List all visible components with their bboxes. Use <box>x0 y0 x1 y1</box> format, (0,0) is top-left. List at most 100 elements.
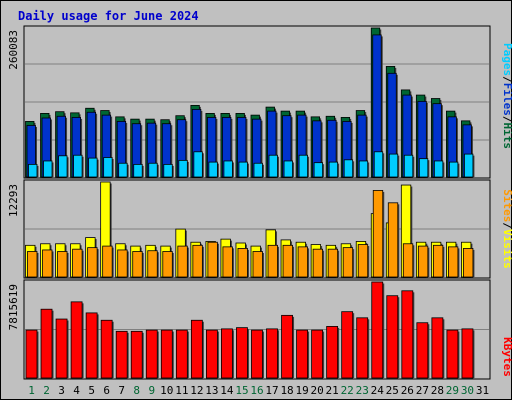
bar-sites-day-13 <box>207 241 218 278</box>
bar-pages-day-12 <box>193 151 203 178</box>
x-tick-label: 18 <box>280 384 293 397</box>
bar-pages-day-19 <box>298 154 308 178</box>
bar-pages-day-26 <box>403 154 414 178</box>
y-max-label: 260083 <box>7 30 20 70</box>
bar-kbytes-day-3 <box>55 318 68 379</box>
bar-sites-day-2 <box>42 249 53 278</box>
x-tick-label: 29 <box>446 384 459 397</box>
bar-sites-day-6 <box>102 245 113 278</box>
bar-kbytes-day-27 <box>416 322 429 379</box>
bar-kbytes-day-26 <box>401 290 414 379</box>
bar-kbytes-day-15 <box>236 327 248 379</box>
x-tick-label: 3 <box>58 384 65 397</box>
bar-kbytes-day-18 <box>281 314 293 379</box>
bar-kbytes-day-2 <box>40 308 53 379</box>
bar-sites-day-8 <box>132 251 143 278</box>
bar-sites-day-25 <box>387 202 399 278</box>
bar-sites-day-9 <box>147 250 158 278</box>
bar-kbytes-day-7 <box>115 330 128 379</box>
bar-pages-day-14 <box>223 160 233 178</box>
x-tick-label: 19 <box>295 384 308 397</box>
x-tick-label: 27 <box>416 384 429 397</box>
bar-pages-day-27 <box>418 158 429 178</box>
x-tick-label: 21 <box>326 384 339 397</box>
bar-pages-day-1 <box>28 163 38 178</box>
bar-pages-day-13 <box>208 161 218 178</box>
x-tick-label: 17 <box>265 384 278 397</box>
bar-kbytes-day-11 <box>175 329 188 379</box>
legend-pages-files-hits: Pages/Files/Hits <box>501 43 512 149</box>
x-tick-label: 26 <box>401 384 414 397</box>
bar-kbytes-day-19 <box>296 329 308 379</box>
bar-kbytes-day-10 <box>160 329 173 379</box>
bar-sites-day-7 <box>117 249 128 278</box>
bar-pages-day-9 <box>148 162 158 178</box>
bar-sites-day-22 <box>342 247 354 278</box>
x-tick-label: 1 <box>28 384 35 397</box>
x-tick-label: 4 <box>73 384 80 397</box>
bar-sites-day-1 <box>27 251 38 278</box>
bar-kbytes-day-4 <box>70 301 83 379</box>
panel-visits-sites: 12293 <box>7 179 491 279</box>
bar-sites-day-14 <box>222 246 233 278</box>
bar-sites-day-21 <box>327 248 339 278</box>
bar-kbytes-day-14 <box>221 328 233 379</box>
chart-title: Daily usage for June 2024 <box>18 9 199 23</box>
bar-sites-day-17 <box>267 244 278 278</box>
bar-kbytes-day-28 <box>431 317 444 379</box>
x-tick-label: 12 <box>190 384 203 397</box>
bar-pages-day-8 <box>133 163 143 178</box>
y-max-label: 12293 <box>7 184 20 217</box>
x-tick-label: 22 <box>341 384 354 397</box>
bar-pages-day-18 <box>283 160 293 178</box>
bar-sites-day-20 <box>312 248 324 278</box>
x-tick-label: 25 <box>386 384 399 397</box>
bar-pages-day-30 <box>464 153 474 178</box>
bar-pages-day-20 <box>313 162 324 178</box>
bar-pages-day-7 <box>118 162 128 178</box>
bar-sites-day-10 <box>162 251 173 278</box>
bar-pages-day-21 <box>328 161 339 178</box>
x-tick-label: 10 <box>160 384 173 397</box>
bar-kbytes-day-24 <box>371 281 384 379</box>
x-tick-label: 6 <box>103 384 110 397</box>
bar-sites-day-5 <box>87 247 98 278</box>
x-tick-label: 31 <box>476 384 489 397</box>
bar-pages-day-15 <box>238 161 248 178</box>
bar-pages-day-10 <box>163 163 173 178</box>
bar-pages-day-17 <box>268 154 278 178</box>
x-tick-label: 13 <box>205 384 218 397</box>
x-tick-label: 20 <box>311 384 324 397</box>
bar-sites-day-4 <box>72 248 83 278</box>
bar-kbytes-day-17 <box>266 328 278 379</box>
x-tick-label: 16 <box>250 384 263 397</box>
bar-sites-day-26 <box>402 243 414 278</box>
bar-sites-day-24 <box>372 190 384 278</box>
x-tick-label: 8 <box>133 384 140 397</box>
bar-sites-day-11 <box>177 245 188 278</box>
bar-sites-day-3 <box>57 251 68 278</box>
bar-kbytes-day-6 <box>100 319 113 379</box>
bar-kbytes-day-22 <box>341 311 354 379</box>
panel-hits-files-pages: 260083 <box>7 25 491 179</box>
x-tick-label: 5 <box>88 384 95 397</box>
x-tick-label: 24 <box>371 384 385 397</box>
x-tick-label: 14 <box>220 384 234 397</box>
bar-kbytes-day-9 <box>145 329 158 379</box>
bar-sites-day-28 <box>432 244 444 278</box>
bar-pages-day-23 <box>358 160 369 178</box>
bar-kbytes-day-1 <box>25 329 38 379</box>
bar-kbytes-day-12 <box>190 319 203 379</box>
legend-kbytes: KBytes <box>501 337 512 377</box>
bar-pages-day-3 <box>58 155 68 178</box>
bar-sites-day-12 <box>192 244 203 278</box>
bar-kbytes-day-25 <box>386 295 399 379</box>
bar-sites-day-27 <box>417 245 429 278</box>
bar-kbytes-day-30 <box>461 328 474 379</box>
x-tick-label: 23 <box>356 384 369 397</box>
x-tick-label: 9 <box>148 384 155 397</box>
y-max-label: 7815619 <box>7 284 20 330</box>
bar-kbytes-day-8 <box>130 330 143 379</box>
legend-sites-visits: Sites/Visits <box>501 189 512 269</box>
panel-kbytes: 7815619 <box>7 279 491 380</box>
